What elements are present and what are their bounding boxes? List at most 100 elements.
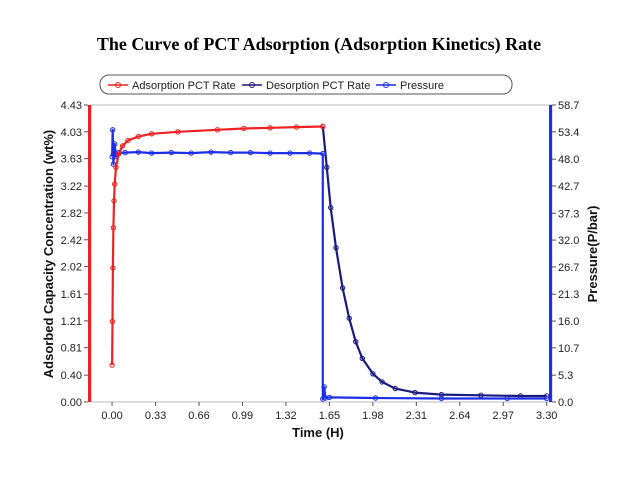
- x-tick-label: 2.97: [493, 410, 514, 422]
- y-tick-label: 1.61: [61, 289, 82, 301]
- y-tick-label: 2.02: [61, 262, 82, 274]
- data-point-adsorption-pct-rate: [112, 181, 118, 187]
- y2-tick-label: 0.0: [558, 397, 573, 409]
- data-point-desorption-pct-rate: [379, 379, 385, 385]
- data-point-desorption-pct-rate: [324, 164, 330, 171]
- y2-tick-label: 48.0: [558, 154, 579, 166]
- data-point-adsorption-pct-rate: [116, 151, 122, 157]
- data-point-pressure: [168, 149, 175, 156]
- data-point-adsorption-pct-rate: [111, 198, 117, 204]
- y-tick-label: 3.63: [61, 154, 82, 166]
- y2-tick-label: 53.4: [558, 127, 579, 139]
- data-point-pressure: [326, 394, 333, 401]
- y2-tick-label: 21.3: [558, 289, 579, 301]
- data-point-pressure: [112, 141, 118, 147]
- data-point-adsorption-pct-rate: [293, 124, 300, 130]
- data-point-adsorption-pct-rate: [119, 143, 126, 149]
- left-axis-bar: [88, 105, 91, 402]
- y2-tick-label: 26.7: [558, 262, 579, 274]
- data-point-pressure: [122, 149, 128, 156]
- series-line-pressure: [111, 128, 547, 401]
- x-tick-label: 0.66: [188, 410, 209, 422]
- legend-label-desorption: Desorption PCT Rate: [266, 80, 370, 92]
- plot-area: [90, 104, 553, 403]
- x-tick-label: 1.32: [275, 410, 296, 422]
- series-layer: [109, 123, 550, 402]
- x-tick-label: 0.99: [232, 410, 253, 422]
- data-point-pressure: [321, 384, 327, 390]
- y-tick-label: 0.00: [61, 397, 82, 409]
- data-point-adsorption-pct-rate: [267, 125, 273, 131]
- series-line-desorption-pct-rate: [321, 126, 547, 398]
- data-point-adsorption-pct-rate: [320, 123, 326, 130]
- legend-marker-pressure: [383, 82, 389, 88]
- data-point-pressure: [504, 395, 510, 402]
- data-point-desorption-pct-rate: [412, 389, 418, 396]
- data-point-pressure: [247, 149, 254, 156]
- y2-tick-label: 10.7: [558, 343, 579, 355]
- legend: Adsorption PCT Rate Desorption PCT Rate …: [99, 74, 513, 95]
- data-point-adsorption-pct-rate: [241, 125, 247, 132]
- data-point-desorption-pct-rate: [339, 285, 346, 291]
- data-point-adsorption-pct-rate: [125, 137, 131, 144]
- y-tick-label: 4.03: [61, 127, 82, 139]
- data-point-pressure: [227, 149, 234, 156]
- data-point-adsorption-pct-rate: [110, 225, 117, 231]
- data-point-desorption-pct-rate: [353, 339, 359, 345]
- y2-tick-label: 58.7: [558, 100, 579, 112]
- x-tick-label: 1.98: [362, 410, 383, 422]
- data-point-adsorption-pct-rate: [135, 133, 142, 140]
- y2-tick-label: 5.3: [558, 370, 573, 382]
- series-line-adsorption-pct-rate: [111, 125, 323, 366]
- data-point-pressure: [544, 395, 550, 402]
- data-point-adsorption-pct-rate: [214, 127, 221, 133]
- x-tick-label: 2.64: [449, 410, 470, 422]
- data-point-adsorption-pct-rate: [148, 131, 155, 137]
- legend-label-adsorption: Adsorption PCT Rate: [132, 80, 236, 92]
- y-tick-label: 1.21: [61, 316, 82, 328]
- data-point-pressure: [438, 395, 445, 402]
- y-axis-label: Adsorbed Capacity Concentration (wt%): [41, 130, 56, 378]
- x-axis-label: Time (H): [292, 425, 344, 440]
- data-point-pressure: [148, 150, 155, 156]
- x-tick-label: 1.65: [319, 410, 340, 422]
- y-tick-label: 0.40: [61, 370, 82, 382]
- data-point-desorption-pct-rate: [392, 385, 398, 392]
- data-point-adsorption-pct-rate: [175, 129, 181, 135]
- data-point-pressure: [320, 150, 326, 157]
- data-point-pressure: [306, 150, 313, 156]
- y-tick-label: 3.22: [61, 181, 82, 193]
- data-point-adsorption-pct-rate: [113, 164, 119, 171]
- y-tick-label: 0.81: [61, 343, 82, 355]
- x-tick-label: 0.33: [145, 410, 166, 422]
- y2-tick-label: 42.7: [558, 181, 579, 193]
- ticks-layer: 0.00 0.33 0.66 0.99 1.32 1.65 1.98 2.31 2.64 2.97…: [61, 100, 580, 422]
- data-point-pressure: [208, 149, 214, 155]
- data-point-pressure: [135, 149, 142, 155]
- right-axis-bar: [549, 105, 552, 402]
- data-point-adsorption-pct-rate: [110, 265, 116, 271]
- legend-marker-desorption: [249, 82, 255, 88]
- data-point-pressure: [320, 396, 326, 402]
- data-point-pressure: [287, 150, 293, 156]
- y-tick-label: 2.82: [61, 208, 82, 220]
- data-point-pressure: [110, 127, 116, 133]
- legend-marker-adsorption: [115, 82, 121, 88]
- x-tick-label: 2.31: [406, 410, 427, 422]
- y2-tick-label: 16.0: [558, 316, 579, 328]
- data-point-desorption-pct-rate: [370, 371, 376, 377]
- x-tick-label: 3.30: [536, 410, 557, 422]
- data-point-adsorption-pct-rate: [109, 318, 116, 325]
- data-point-desorption-pct-rate: [346, 315, 352, 321]
- legend-box: [99, 74, 513, 95]
- y-tick-label: 2.42: [61, 235, 82, 247]
- data-point-pressure: [372, 395, 379, 401]
- data-point-pressure: [188, 150, 194, 156]
- y2-tick-label: 32.0: [558, 235, 579, 247]
- chart-title: The Curve of PCT Adsorption (Adsorption …: [96, 34, 542, 54]
- x-tick-label: 0.00: [101, 410, 122, 422]
- data-point-adsorption-pct-rate: [109, 362, 115, 368]
- data-point-desorption-pct-rate: [328, 204, 334, 211]
- data-point-desorption-pct-rate: [359, 355, 365, 362]
